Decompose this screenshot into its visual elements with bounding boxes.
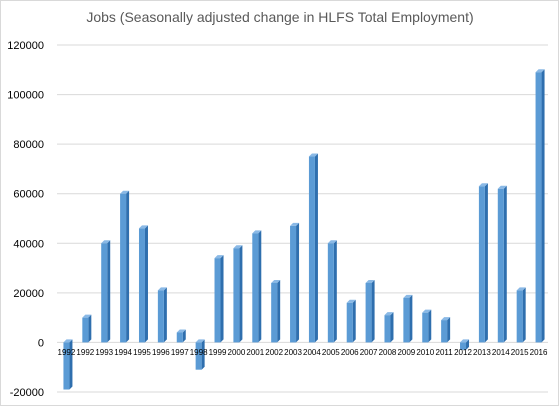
bar bbox=[346, 299, 356, 343]
x-tick-label: 2012 bbox=[454, 348, 472, 357]
x-tick-label: 1992 bbox=[58, 348, 76, 357]
x-tick-label: 2001 bbox=[246, 348, 264, 357]
y-tick-label: 120000 bbox=[7, 40, 44, 52]
bar bbox=[233, 245, 243, 343]
x-tick-label: 2008 bbox=[379, 348, 397, 357]
x-tick-label: 2016 bbox=[530, 348, 548, 357]
x-tick-label: 1995 bbox=[133, 348, 151, 357]
x-tick-label: 2011 bbox=[436, 348, 454, 357]
x-tick-label: 1992 bbox=[76, 348, 94, 357]
x-tick-label: 2007 bbox=[360, 348, 378, 357]
x-tick-label: 2005 bbox=[322, 348, 340, 357]
y-tick-label: 60000 bbox=[13, 189, 44, 201]
bar bbox=[290, 222, 300, 343]
bar bbox=[195, 339, 205, 370]
x-tick-label: 2015 bbox=[511, 348, 529, 357]
x-tick-label: 2002 bbox=[265, 348, 283, 357]
x-tick-label: 1999 bbox=[209, 348, 227, 357]
chart-title: Jobs (Seasonally adjusted change in HLFS… bbox=[86, 9, 473, 25]
bar bbox=[403, 294, 413, 343]
bar bbox=[327, 240, 337, 343]
x-tick-label: 1993 bbox=[95, 348, 113, 357]
bar bbox=[120, 190, 130, 343]
bar bbox=[365, 279, 375, 343]
bar bbox=[441, 317, 451, 343]
bar bbox=[460, 339, 470, 350]
x-tick-label: 2014 bbox=[492, 348, 510, 357]
gridlines bbox=[57, 44, 548, 393]
bars bbox=[63, 69, 545, 390]
bar bbox=[138, 225, 148, 343]
y-tick-label: 0 bbox=[38, 337, 44, 349]
bar bbox=[214, 255, 224, 343]
y-tick-label: 40000 bbox=[13, 238, 44, 250]
x-tick-label: 1994 bbox=[114, 348, 132, 357]
bar bbox=[63, 339, 73, 390]
bar bbox=[271, 279, 281, 343]
bar bbox=[176, 329, 186, 343]
bar bbox=[478, 183, 488, 343]
x-tick-label: 2009 bbox=[397, 348, 415, 357]
x-tick-label: 2000 bbox=[228, 348, 246, 357]
bar bbox=[535, 69, 545, 343]
x-tick-label: 2006 bbox=[341, 348, 359, 357]
x-tick-label: 2013 bbox=[473, 348, 491, 357]
x-axis-tick-labels: 1992 1992 1993 1994 1995 1996 1997 1998 1999 2000… bbox=[58, 348, 548, 357]
x-tick-label: 2003 bbox=[284, 348, 302, 357]
bar bbox=[384, 312, 394, 343]
x-tick-label: 1997 bbox=[171, 348, 189, 357]
bar bbox=[308, 153, 318, 343]
bar bbox=[422, 309, 432, 343]
bar bbox=[252, 230, 262, 343]
y-tick-label: 80000 bbox=[13, 139, 44, 151]
bar bbox=[82, 314, 92, 343]
bar bbox=[157, 287, 167, 343]
y-tick-label: -20000 bbox=[10, 387, 44, 399]
y-tick-label: 100000 bbox=[7, 90, 44, 102]
bar bbox=[497, 185, 507, 343]
x-tick-label: 1998 bbox=[190, 348, 208, 357]
x-tick-label: 1996 bbox=[152, 348, 170, 357]
y-tick-label: 20000 bbox=[13, 288, 44, 300]
x-tick-label: 2004 bbox=[303, 348, 321, 357]
bar bbox=[516, 287, 526, 343]
x-tick-label: 2010 bbox=[416, 348, 434, 357]
y-axis-tick-labels: -20000 0 20000 40000 60000 80000 100000 120000 bbox=[7, 40, 44, 399]
bar bbox=[101, 240, 111, 343]
